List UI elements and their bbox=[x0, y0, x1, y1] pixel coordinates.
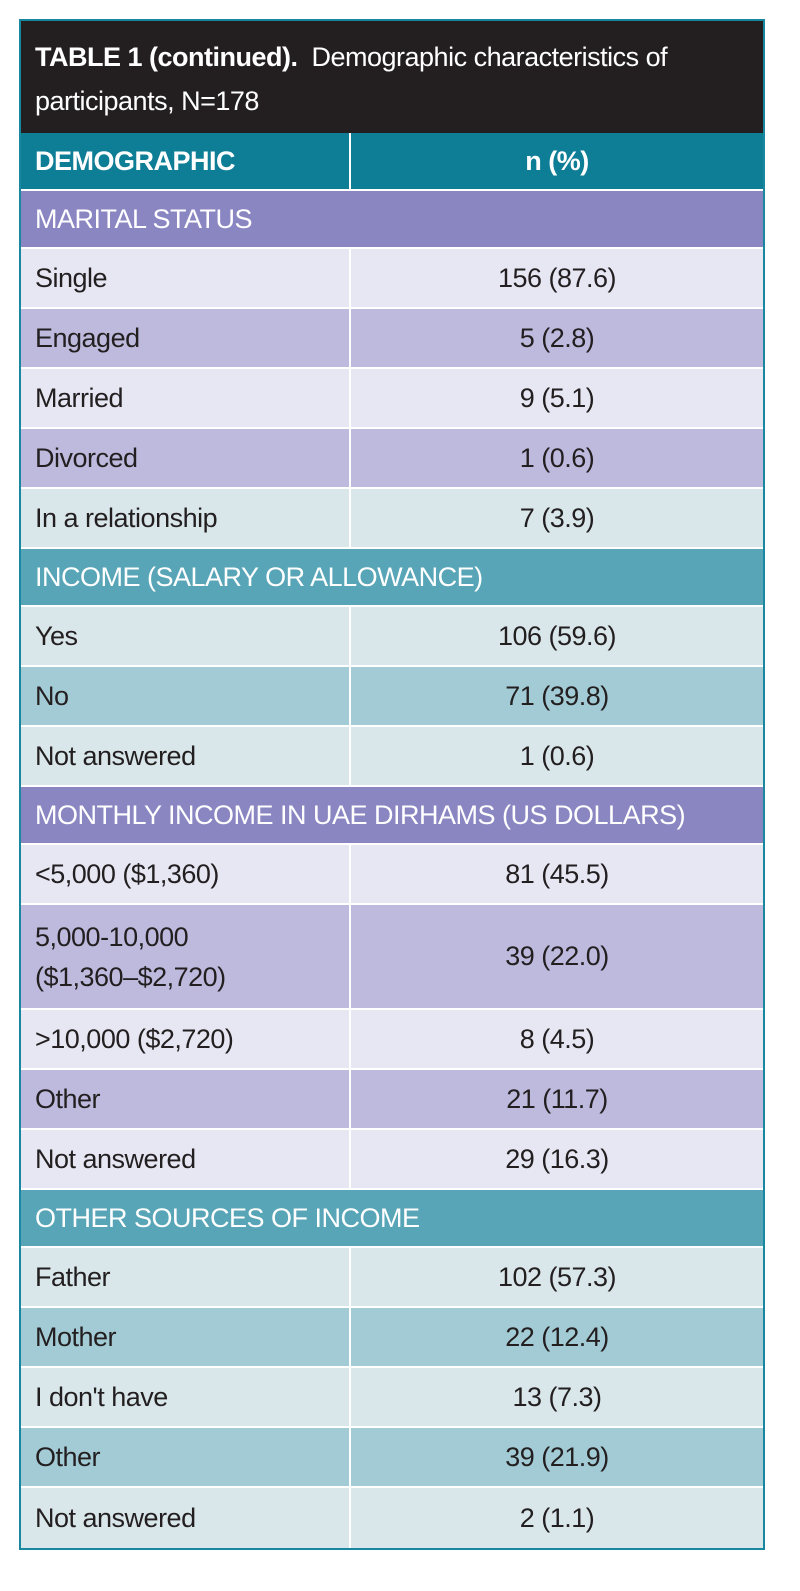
table-row: Not answered 2 (1.1) bbox=[21, 1488, 763, 1548]
table-row: Other 21 (11.7) bbox=[21, 1070, 763, 1130]
row-label: Not answered bbox=[21, 1130, 351, 1188]
row-label: <5,000 ($1,360) bbox=[21, 845, 351, 903]
row-label-multiline: 5,000-10,000 ($1,360–$2,720) bbox=[21, 905, 351, 1008]
section-marital-status: MARITAL STATUS bbox=[21, 191, 763, 249]
row-value: 22 (12.4) bbox=[505, 1321, 609, 1352]
table-row: Not answered 1 (0.6) bbox=[21, 727, 763, 787]
row-label: In a relationship bbox=[21, 489, 351, 547]
row-label: >10,000 ($2,720) bbox=[21, 1010, 351, 1068]
row-label-line-2: ($1,360–$2,720) bbox=[35, 961, 226, 992]
table-row: >10,000 ($2,720) 8 (4.5) bbox=[21, 1010, 763, 1070]
row-value: 5 (2.8) bbox=[519, 322, 595, 353]
table-row: Yes 106 (59.6) bbox=[21, 607, 763, 667]
table-row: Divorced 1 (0.6) bbox=[21, 429, 763, 489]
table-row: Mother 22 (12.4) bbox=[21, 1308, 763, 1368]
header-n-percent: n (%) bbox=[525, 145, 589, 176]
table-row: <5,000 ($1,360) 81 (45.5) bbox=[21, 845, 763, 905]
demographics-table: TABLE 1 (continued). Demographic charact… bbox=[19, 19, 765, 1550]
row-value: 2 (1.1) bbox=[519, 1502, 595, 1533]
row-value: 81 (45.5) bbox=[505, 858, 609, 889]
table-row: Single 156 (87.6) bbox=[21, 249, 763, 309]
row-value: 39 (22.0) bbox=[505, 941, 609, 971]
section-monthly-income: MONTHLY INCOME IN UAE DIRHAMS (US DOLLAR… bbox=[21, 787, 763, 845]
row-value: 39 (21.9) bbox=[505, 1441, 609, 1472]
row-label: I don't have bbox=[21, 1368, 351, 1426]
row-value: 9 (5.1) bbox=[519, 382, 595, 413]
row-value: 106 (59.6) bbox=[497, 620, 617, 651]
row-value: 156 (87.6) bbox=[497, 262, 617, 293]
table-row: Married 9 (5.1) bbox=[21, 369, 763, 429]
row-value: 29 (16.3) bbox=[505, 1143, 609, 1174]
table-row: Father 102 (57.3) bbox=[21, 1248, 763, 1308]
row-label: Not answered bbox=[21, 1488, 351, 1548]
row-label: Divorced bbox=[21, 429, 351, 487]
row-value: 1 (0.6) bbox=[519, 442, 595, 473]
table-title: TABLE 1 (continued). Demographic charact… bbox=[21, 21, 763, 133]
row-label: Engaged bbox=[21, 309, 351, 367]
row-label: Other bbox=[21, 1428, 351, 1486]
section-other-sources: OTHER SOURCES OF INCOME bbox=[21, 1190, 763, 1248]
row-value: 8 (4.5) bbox=[519, 1023, 595, 1054]
row-label: Father bbox=[21, 1248, 351, 1306]
section-income: INCOME (SALARY OR ALLOWANCE) bbox=[21, 549, 763, 607]
table-row: I don't have 13 (7.3) bbox=[21, 1368, 763, 1428]
table-row: 5,000-10,000 ($1,360–$2,720) 39 (22.0) bbox=[21, 905, 763, 1010]
row-value: 21 (11.7) bbox=[506, 1083, 608, 1114]
row-label: Not answered bbox=[21, 727, 351, 785]
row-value: 102 (57.3) bbox=[497, 1261, 617, 1292]
row-label: Mother bbox=[21, 1308, 351, 1366]
row-value: 13 (7.3) bbox=[512, 1381, 602, 1412]
table-row: Not answered 29 (16.3) bbox=[21, 1130, 763, 1190]
table-row: Engaged 5 (2.8) bbox=[21, 309, 763, 369]
row-label: Single bbox=[21, 249, 351, 307]
row-label: Yes bbox=[21, 607, 351, 665]
table-row: In a relationship 7 (3.9) bbox=[21, 489, 763, 549]
row-value: 1 (0.6) bbox=[519, 740, 595, 771]
header-demographic: DEMOGRAPHIC bbox=[21, 133, 351, 189]
table-header-row: DEMOGRAPHIC n (%) bbox=[21, 133, 763, 191]
row-value: 7 (3.9) bbox=[519, 502, 595, 533]
row-label: No bbox=[21, 667, 351, 725]
table-title-text: Demographic characteristics of participa… bbox=[35, 42, 668, 116]
table-title-bold: TABLE 1 (continued). bbox=[35, 42, 298, 72]
table-row: Other 39 (21.9) bbox=[21, 1428, 763, 1488]
row-label: Other bbox=[21, 1070, 351, 1128]
row-label-line-1: 5,000-10,000 bbox=[35, 921, 189, 952]
row-label: Married bbox=[21, 369, 351, 427]
table-row: No 71 (39.8) bbox=[21, 667, 763, 727]
row-value: 71 (39.8) bbox=[505, 680, 609, 711]
